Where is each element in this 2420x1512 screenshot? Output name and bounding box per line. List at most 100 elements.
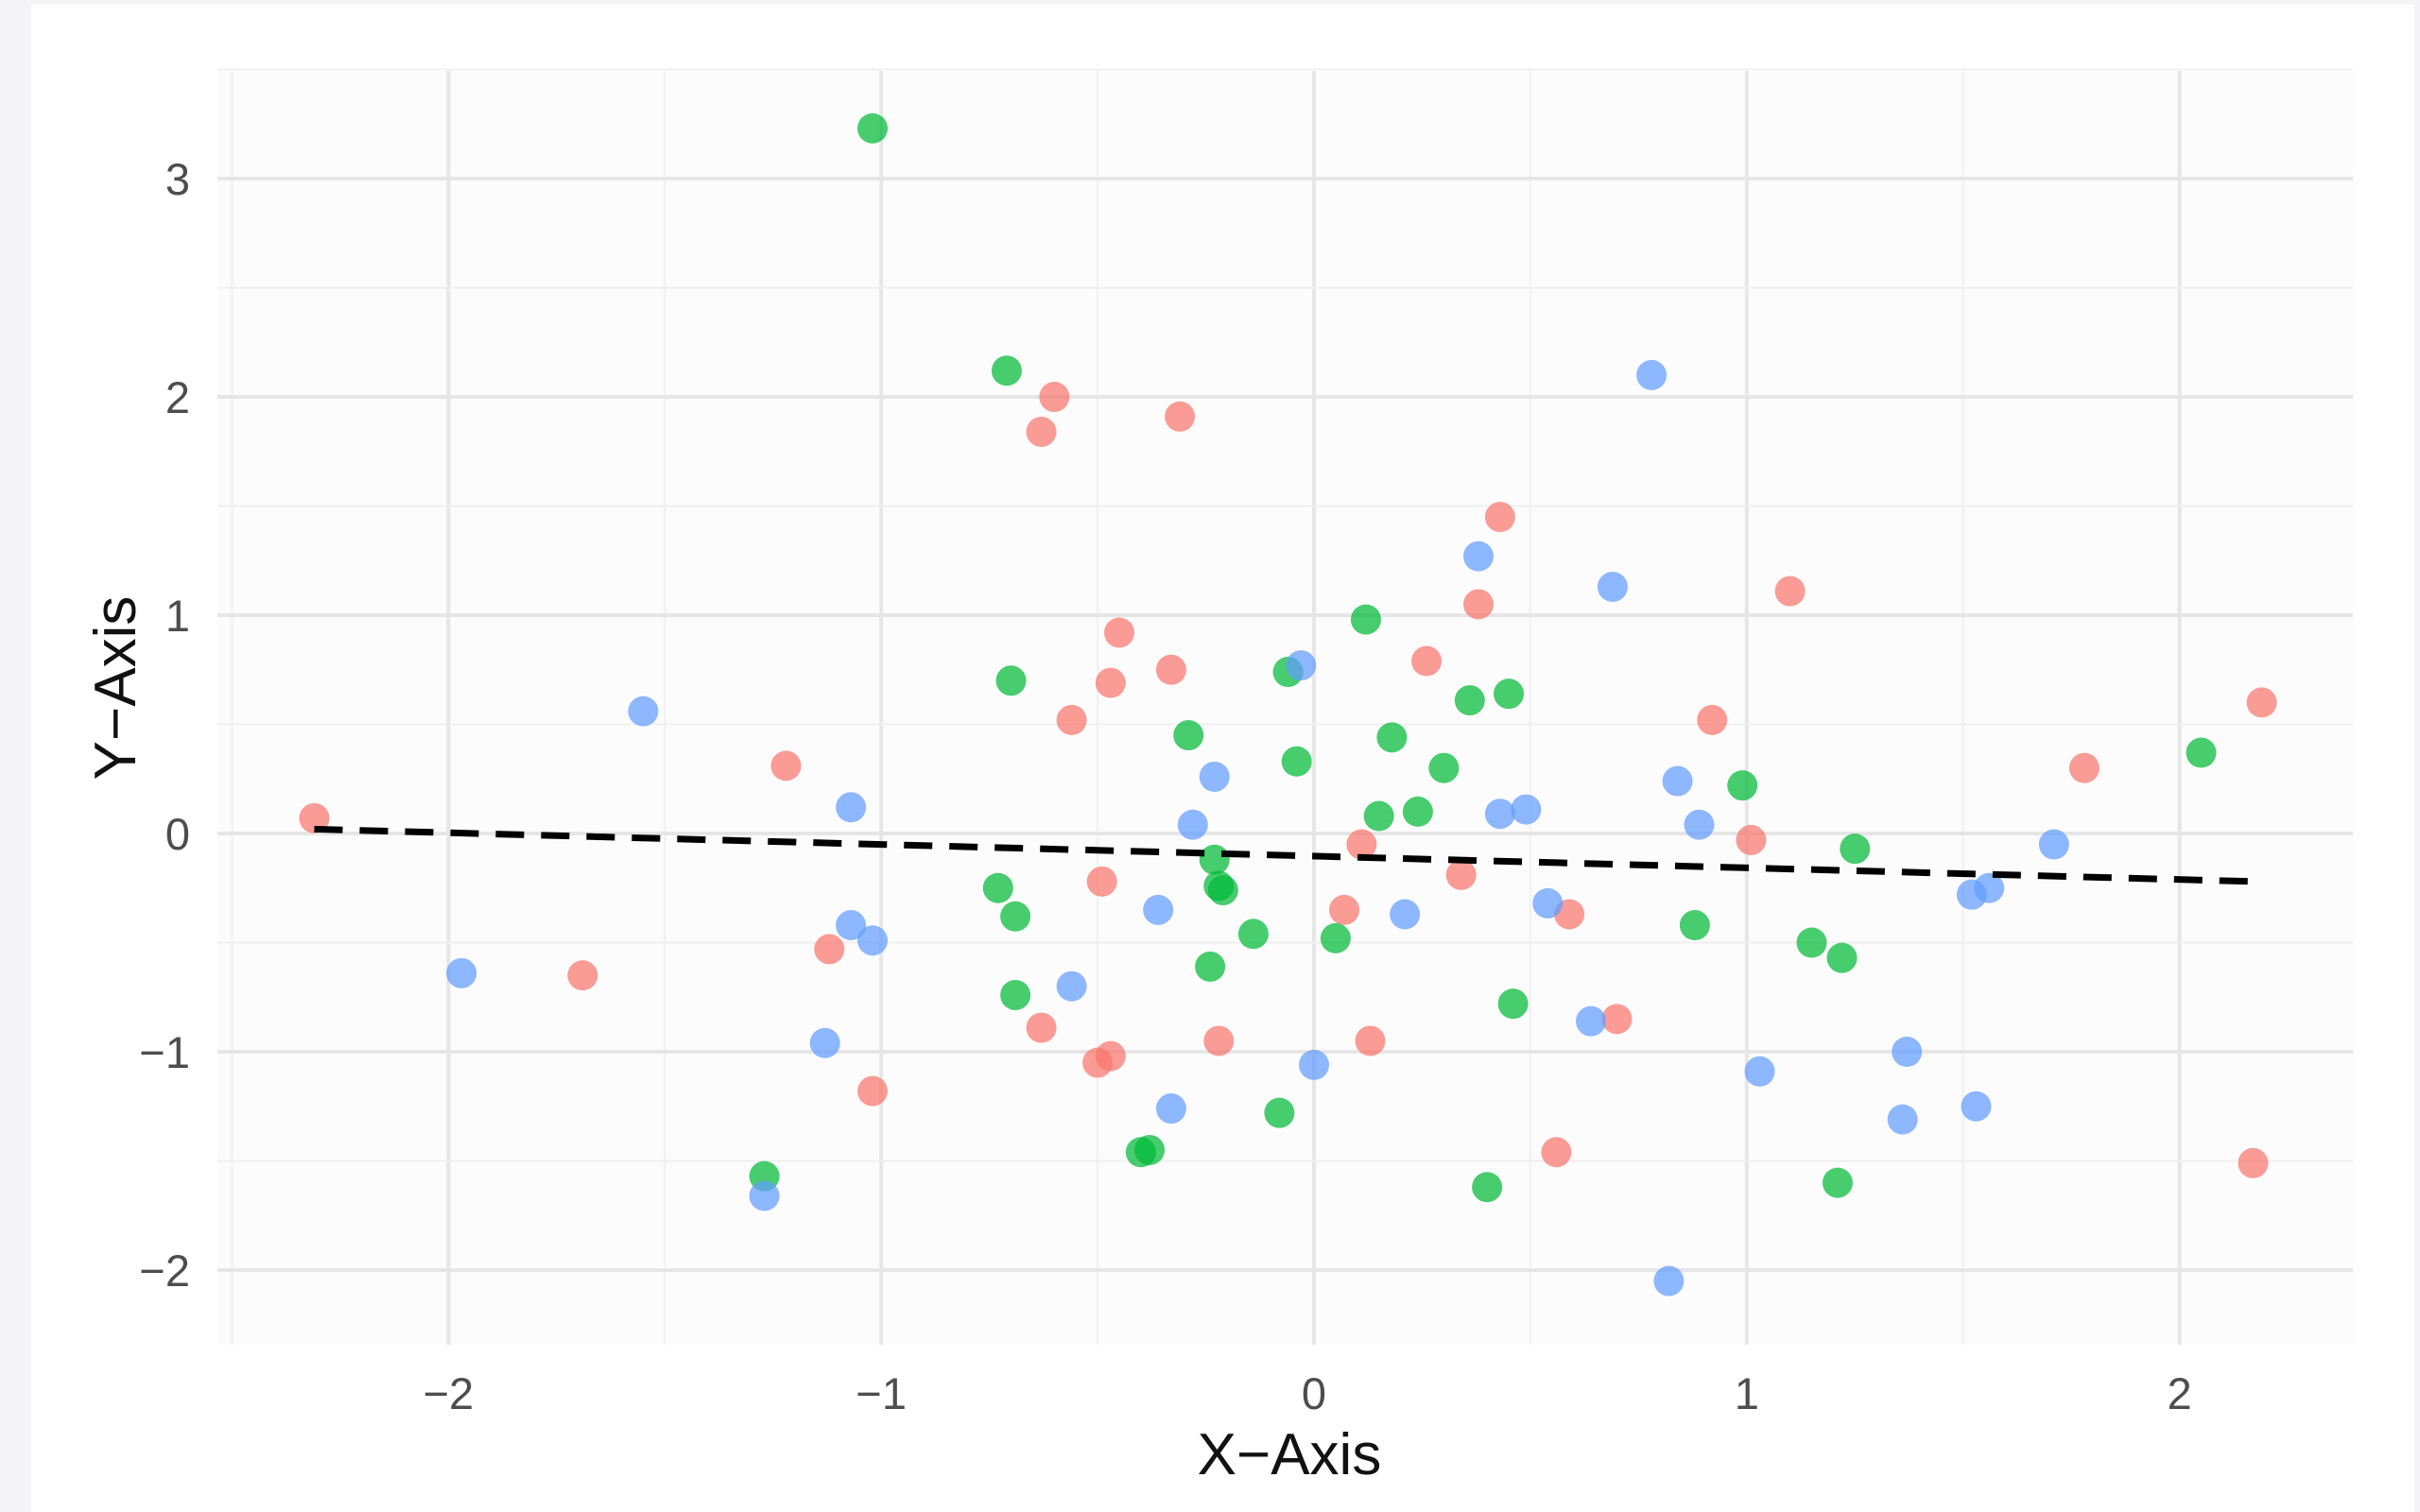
scatter-point	[567, 960, 598, 991]
scatter-point	[1961, 1091, 1992, 1122]
trend-line-layer	[314, 825, 2254, 885]
x-tick-label: 2	[2168, 1368, 2192, 1418]
y-tick-label: 1	[165, 591, 190, 641]
scatter-point	[749, 1180, 780, 1211]
scatter-point	[1203, 1025, 1235, 1057]
scatter-point	[1086, 866, 1117, 897]
scatter-point	[1653, 1265, 1685, 1297]
scatter-point	[1026, 1012, 1057, 1043]
scatter-point	[1155, 654, 1186, 685]
y-tick-label: −2	[139, 1246, 190, 1296]
scatter-point	[1299, 1049, 1329, 1080]
scatter-point	[1039, 382, 1070, 412]
scatter-point	[1390, 899, 1421, 930]
scatter-point	[1173, 720, 1204, 751]
scatter-chart: −2 −1 0 1 2 −2 −1 0 1 2 3 X−Axis Y−Axis	[83, 68, 2353, 1487]
scatter-point	[1000, 979, 1031, 1010]
y-tick-label: 3	[165, 154, 190, 204]
scatter-point	[857, 112, 889, 144]
scatter-point	[1286, 650, 1317, 681]
y-tick-label: 0	[165, 809, 190, 859]
scatter-point	[1697, 704, 1728, 735]
scatter-point	[628, 696, 659, 727]
scatter-point	[1684, 809, 1715, 840]
scatter-point	[809, 1027, 840, 1058]
scatter-point	[1575, 1005, 1606, 1037]
scatter-point	[1402, 796, 1433, 827]
scatter-point	[1199, 844, 1230, 875]
scatter-point	[1727, 770, 1758, 801]
scatter-point	[2238, 1147, 2269, 1178]
scatter-point	[1000, 901, 1031, 932]
scatter-point	[991, 355, 1022, 387]
scatter-point	[1329, 894, 1360, 925]
scatter-point	[2038, 829, 2069, 860]
scatter-point	[770, 750, 802, 782]
scatter-point	[1026, 416, 1057, 447]
x-tick-label: −2	[424, 1368, 475, 1418]
x-tick-label: −1	[856, 1368, 907, 1418]
chart-panel: −2 −1 0 1 2 −2 −1 0 1 2 3 X−Axis Y−Axis	[31, 5, 2414, 1512]
scatter-point	[1095, 1040, 1126, 1072]
scatter-point	[1887, 1104, 1918, 1135]
scatter-point	[1744, 1056, 1775, 1087]
scatter-point	[1662, 765, 1693, 797]
scatter-point	[1679, 910, 1710, 941]
scatter-point	[857, 1075, 889, 1107]
scatter-point	[1532, 887, 1564, 919]
x-tick-label: 0	[1302, 1368, 1326, 1418]
scatter-point	[1237, 919, 1269, 950]
scatter-point	[1774, 576, 1806, 607]
scatter-point	[1155, 1093, 1186, 1125]
x-axis-title: X−Axis	[1198, 1422, 1382, 1487]
scatter-point	[1165, 401, 1196, 432]
scatter-point	[836, 792, 867, 823]
scatter-point	[1264, 1097, 1295, 1128]
scatter-point	[1796, 927, 1827, 958]
scatter-point	[1363, 800, 1394, 832]
scatter-point	[1411, 645, 1443, 677]
scatter-point	[982, 872, 1013, 903]
scatter-point	[1376, 722, 1408, 753]
scatter-point	[1355, 1025, 1386, 1057]
scatter-point	[857, 925, 889, 956]
scatter-point	[1636, 359, 1668, 390]
y-axis-tick-labels: −2 −1 0 1 2 3	[139, 154, 190, 1296]
plot-background	[217, 71, 2353, 1345]
scatter-point	[1195, 951, 1226, 982]
scatter-point	[1601, 1004, 1633, 1035]
scatter-point	[1511, 794, 1542, 825]
scatter-point	[1350, 604, 1381, 635]
scatter-point	[1541, 1137, 1572, 1168]
scatter-point	[1494, 679, 1525, 710]
scatter-point	[2068, 752, 2100, 783]
scatter-point	[2186, 737, 2217, 768]
scatter-point	[1826, 942, 1858, 973]
scatter-point	[1840, 833, 1871, 865]
scatter-point	[1597, 571, 1628, 602]
scatter-point	[2246, 687, 2277, 718]
scatter-point	[1497, 988, 1529, 1020]
scatter-point	[1462, 541, 1494, 572]
scatter-point	[1892, 1037, 1923, 1067]
scatter-point	[1484, 502, 1515, 533]
trend-line	[314, 825, 2254, 885]
scatter-point	[1462, 589, 1494, 620]
scatter-point	[1822, 1167, 1853, 1198]
scatter-point	[299, 802, 330, 833]
scatter-point	[1454, 685, 1485, 716]
grid-lines	[217, 68, 2353, 1345]
scatter-point	[1428, 752, 1460, 783]
scatter-point	[1134, 1134, 1166, 1165]
scatter-point	[1974, 872, 2005, 903]
scatter-point	[1056, 704, 1087, 735]
scatter-point	[1095, 667, 1126, 698]
x-axis-tick-labels: −2 −1 0 1 2	[424, 1368, 2192, 1418]
scatter-point	[814, 934, 845, 965]
scatter-point	[1177, 809, 1208, 840]
y-axis-title: Y−Axis	[83, 596, 148, 781]
scatter-point	[1320, 922, 1351, 954]
scatter-point	[1103, 617, 1134, 648]
scatter-point	[1445, 859, 1477, 890]
y-tick-label: −1	[139, 1027, 190, 1077]
